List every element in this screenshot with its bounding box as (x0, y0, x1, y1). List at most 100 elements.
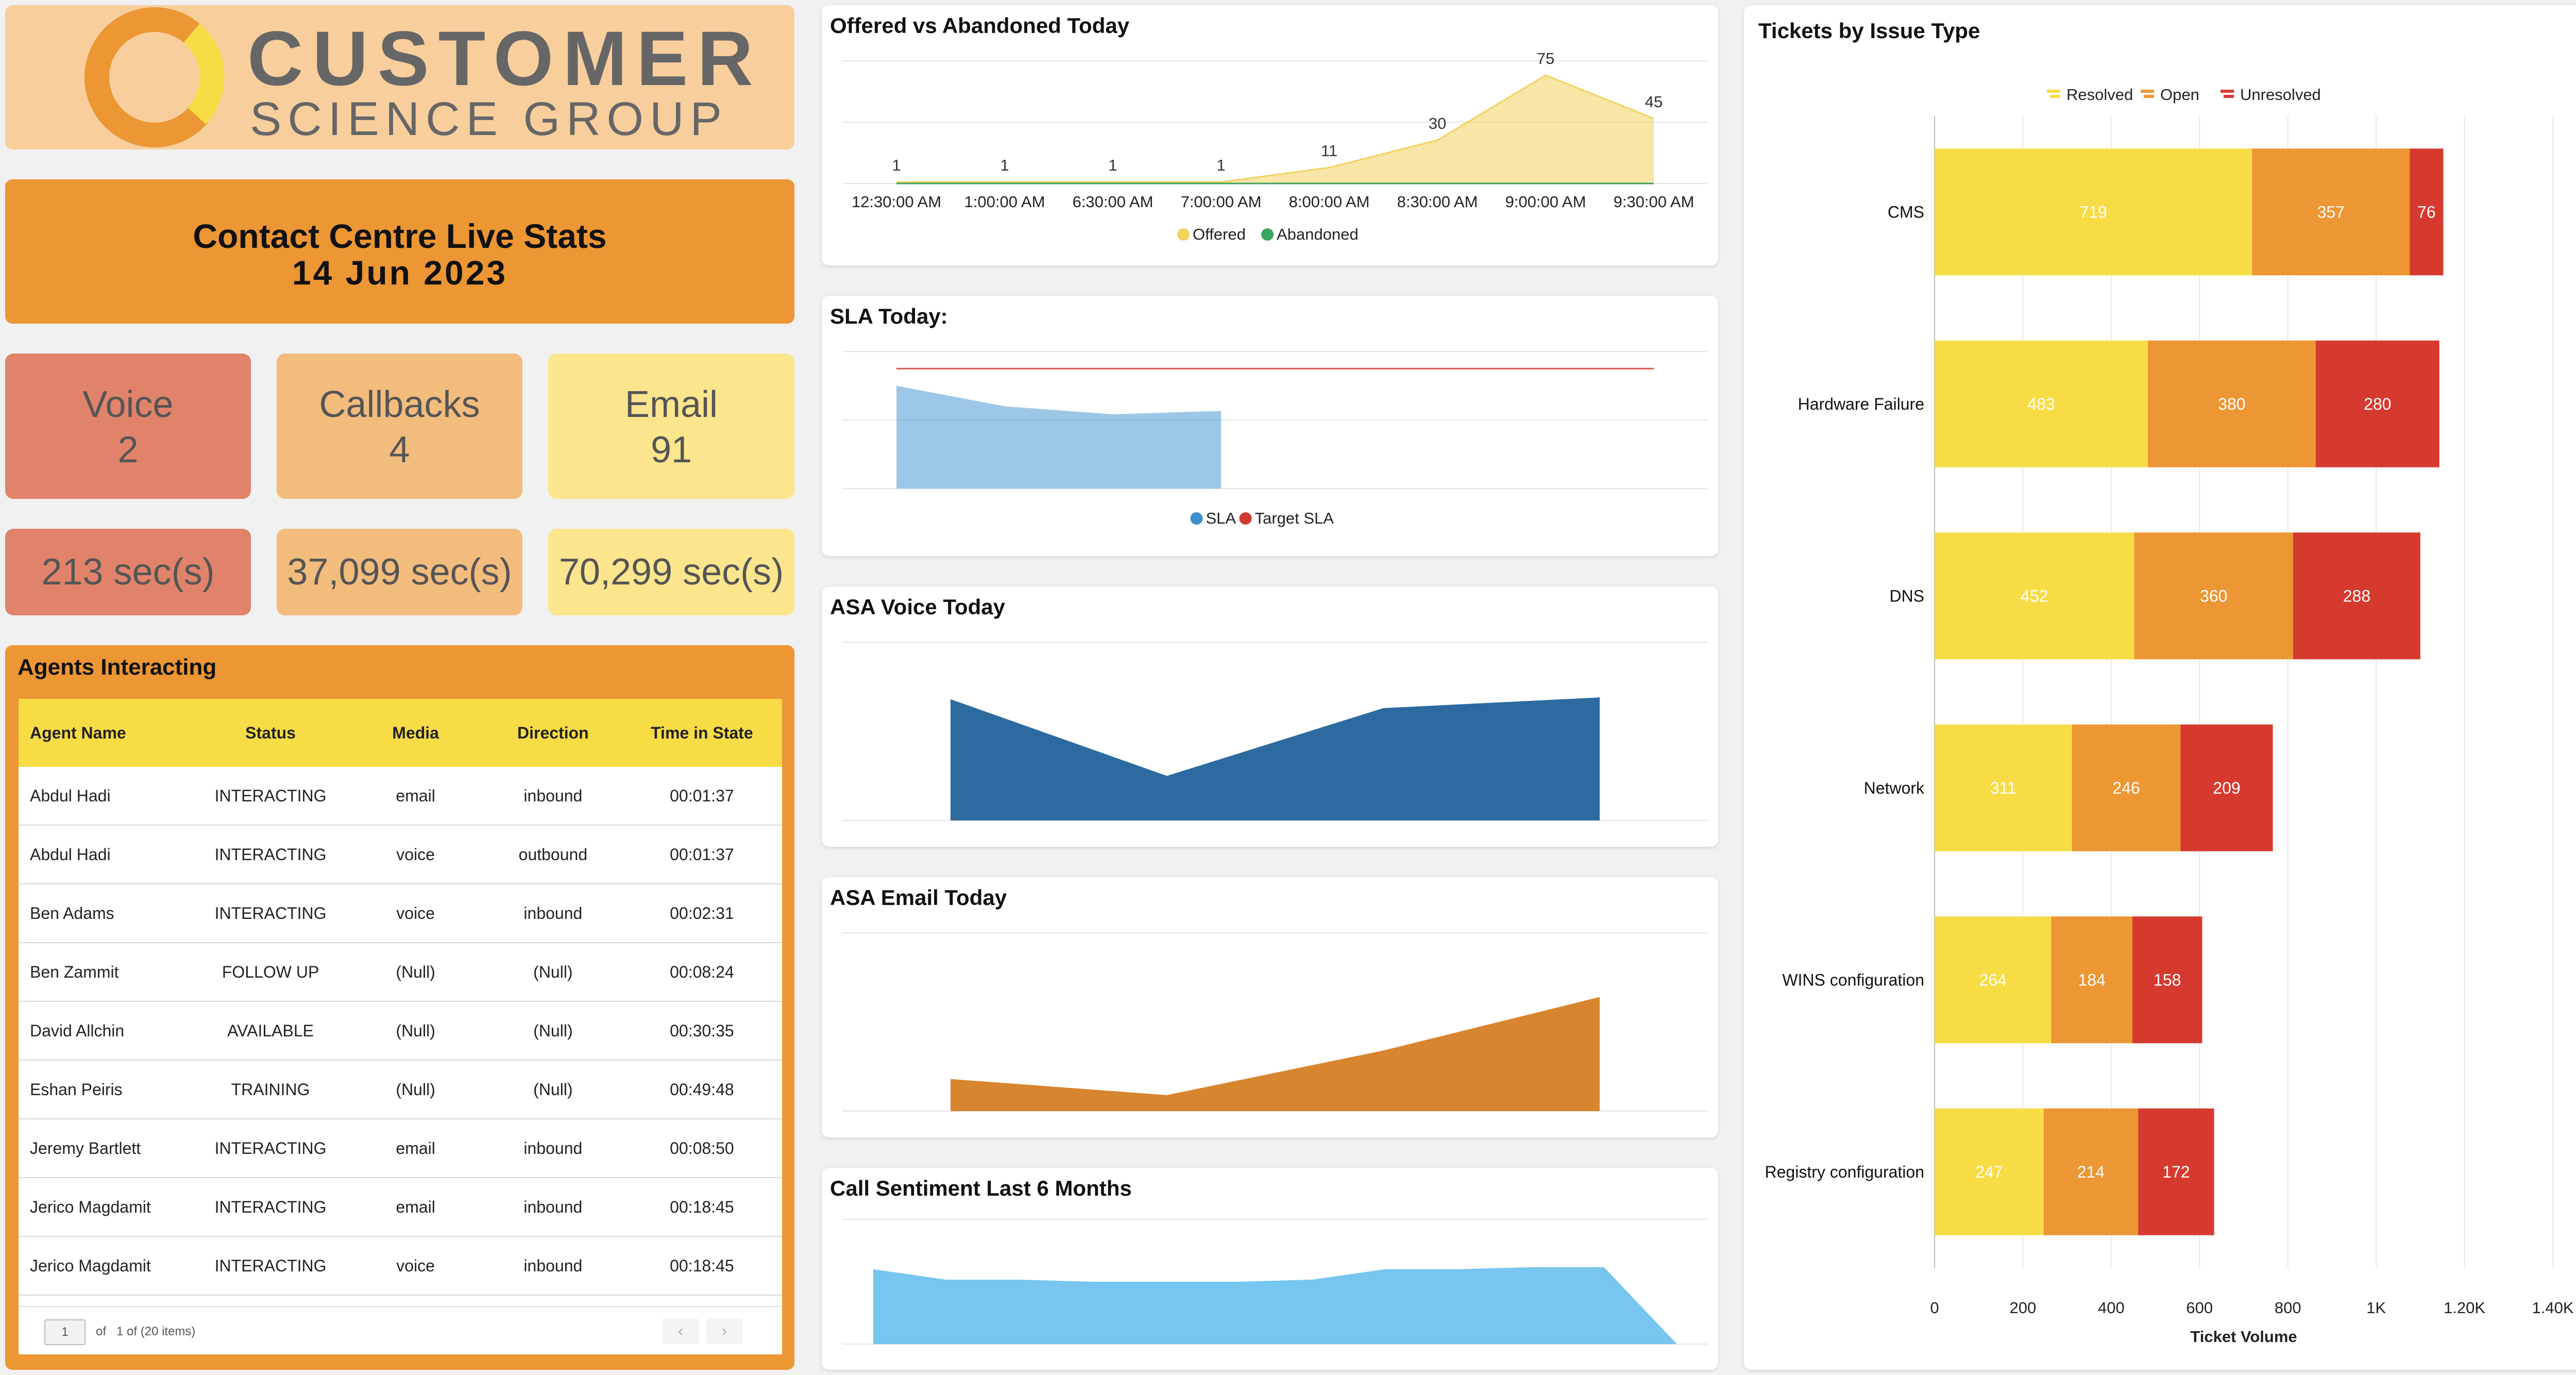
call-sentiment-card: Call Sentiment Last 6 Months (822, 1168, 1718, 1370)
column-header-media[interactable]: Media (347, 699, 484, 767)
time-in-state-cell: 00:49:48 (621, 1060, 782, 1119)
asa-voice-card: ASA Voice Today (822, 586, 1718, 847)
media-cell: email (347, 1178, 484, 1237)
series-area-offered (896, 75, 1654, 183)
previous-page-button[interactable]: ‹ (663, 1318, 699, 1344)
x-tick-label: 12:30:00 AM (852, 193, 941, 211)
x-tick-label: 8:00:00 AM (1289, 193, 1370, 211)
bar-open (2043, 1108, 2139, 1235)
status-cell: INTERACTING (194, 884, 347, 943)
status-cell: INTERACTING (194, 825, 347, 884)
asa-voice-area (951, 697, 1600, 820)
status-cell: TRAINING (194, 1060, 347, 1119)
status-cell: FOLLOW UP (194, 943, 347, 1002)
company-logo: CUSTOMER SCIENCE GROUP (5, 5, 794, 149)
table-row[interactable]: Abdul Hadi INTERACTING email inbound 00:01:3… (19, 767, 782, 826)
bar-value-label: 719 (2079, 203, 2107, 221)
legend-label-sla: SLA (1206, 509, 1236, 527)
asa-voice-title: ASA Voice Today (830, 595, 1005, 619)
status-cell: INTERACTING (194, 1119, 347, 1178)
x-axis-title: Ticket Volume (2190, 1328, 2297, 1346)
bar-open (2134, 532, 2293, 660)
bar-value-label: 214 (2077, 1163, 2105, 1181)
legend-marker-resolved (2047, 90, 2060, 93)
logo-text-science-group: SCIENCE GROUP (250, 93, 728, 145)
agent-name-cell: Ben Zammit (19, 943, 194, 1002)
agents-table: Agent Name Status Media Direction Time i… (19, 699, 782, 1354)
category-label: WINS configuration (1782, 970, 1924, 989)
x-tick-label: 600 (2186, 1299, 2213, 1317)
table-row[interactable]: Jerico Magdamit INTERACTING voice inbound 00… (19, 1236, 782, 1296)
agent-name-cell: David Allchin (19, 1001, 194, 1061)
bar-open (2051, 916, 2132, 1044)
bar-open (2148, 340, 2316, 467)
media-cell: voice (347, 1236, 484, 1296)
table-pager: 1 of 1 of (20 items) ‹ › (19, 1306, 782, 1354)
media-cell: (Null) (347, 943, 484, 1002)
x-tick-label: 200 (2010, 1299, 2037, 1317)
data-label: 11 (1321, 142, 1337, 160)
page-date: 14 Jun 2023 (292, 254, 508, 292)
category-label: CMS (1888, 203, 1924, 221)
time-in-state-cell: 00:01:37 (621, 767, 782, 826)
tile-callbacks-label: Callbacks (319, 384, 480, 425)
data-label: 1 (1108, 156, 1117, 174)
direction-cell: (Null) (484, 943, 622, 1002)
page-number-input[interactable]: 1 (44, 1319, 86, 1345)
bar-unresolved (2132, 916, 2202, 1044)
bar-value-label: 158 (2154, 970, 2181, 989)
page-title: Contact Centre Live Stats (193, 217, 607, 255)
status-cell: INTERACTING (194, 1236, 347, 1296)
asa-email-chart (842, 932, 1708, 1112)
data-label: 30 (1429, 114, 1446, 132)
direction-cell: (Null) (484, 1060, 622, 1119)
category-label: Registry configuration (1765, 1163, 1924, 1181)
asa-email-area (951, 997, 1600, 1111)
bar-value-label: 184 (2078, 970, 2105, 989)
category-label: Network (1864, 779, 1925, 797)
table-row[interactable]: Eshan Peiris TRAINING (Null) (Null) 00:49:48 (19, 1060, 782, 1119)
x-tick-label: 1.20K (2444, 1299, 2485, 1317)
legend-marker-abandoned (1261, 228, 1274, 241)
table-row[interactable]: Jeremy Bartlett INTERACTING email inbound 00… (19, 1119, 782, 1178)
data-label: 45 (1645, 93, 1663, 111)
direction-cell: outbound (484, 825, 622, 884)
x-tick-label: 6:30:00 AM (1073, 193, 1154, 211)
category-label: Hardware Failure (1798, 395, 1924, 413)
direction-cell: inbound (484, 1236, 622, 1296)
x-tick-label: 400 (2098, 1299, 2125, 1317)
column-header-direction[interactable]: Direction (484, 699, 622, 767)
column-header-agent-name[interactable]: Agent Name (19, 699, 194, 767)
column-header-time-in-state[interactable]: Time in State (621, 699, 782, 767)
voice-duration: 213 sec(s) (5, 529, 251, 615)
direction-cell: (Null) (484, 1001, 622, 1061)
x-tick-label: 7:00:00 AM (1181, 193, 1262, 211)
time-in-state-cell: 00:18:45 (621, 1178, 782, 1237)
bar-resolved (1935, 1108, 2044, 1235)
bar-unresolved (2410, 148, 2444, 276)
agent-name-cell: Abdul Hadi (19, 825, 194, 884)
column-header-status[interactable]: Status (194, 699, 347, 767)
table-row[interactable]: Ben Adams INTERACTING voice inbound 00:02:31 (19, 884, 782, 943)
tile-callbacks-value: 4 (389, 429, 410, 471)
agents-panel: Agents Interacting Agent Name Status Med… (5, 645, 794, 1370)
sla-today-title: SLA Today: (830, 304, 948, 328)
bar-value-label: 247 (1975, 1163, 2003, 1181)
legend-label-resolved: Resolved (2066, 86, 2133, 104)
direction-cell: inbound (484, 1119, 622, 1178)
media-cell: voice (347, 884, 484, 943)
bar-unresolved (2315, 340, 2439, 467)
pager-summary: of 1 of (20 items) (96, 1324, 195, 1339)
series-area-sla (896, 385, 1221, 489)
table-row[interactable]: David Allchin AVAILABLE (Null) (Null) 00:30:… (19, 1001, 782, 1061)
media-cell: email (347, 767, 484, 826)
table-row[interactable]: Abdul Hadi INTERACTING voice outbound 00:01:… (19, 825, 782, 884)
table-row[interactable]: Jerico Magdamit INTERACTING email inbound 00… (19, 1178, 782, 1237)
media-cell: voice (347, 825, 484, 884)
table-row[interactable]: Ben Zammit FOLLOW UP (Null) (Null) 00:08:24 (19, 943, 782, 1002)
agent-name-cell: Jeremy Bartlett (19, 1119, 194, 1178)
next-page-button[interactable]: › (706, 1318, 742, 1344)
agents-table-container[interactable]: Agent Name Status Media Direction Time i… (19, 699, 782, 1354)
time-in-state-cell: 00:08:50 (621, 1119, 782, 1178)
